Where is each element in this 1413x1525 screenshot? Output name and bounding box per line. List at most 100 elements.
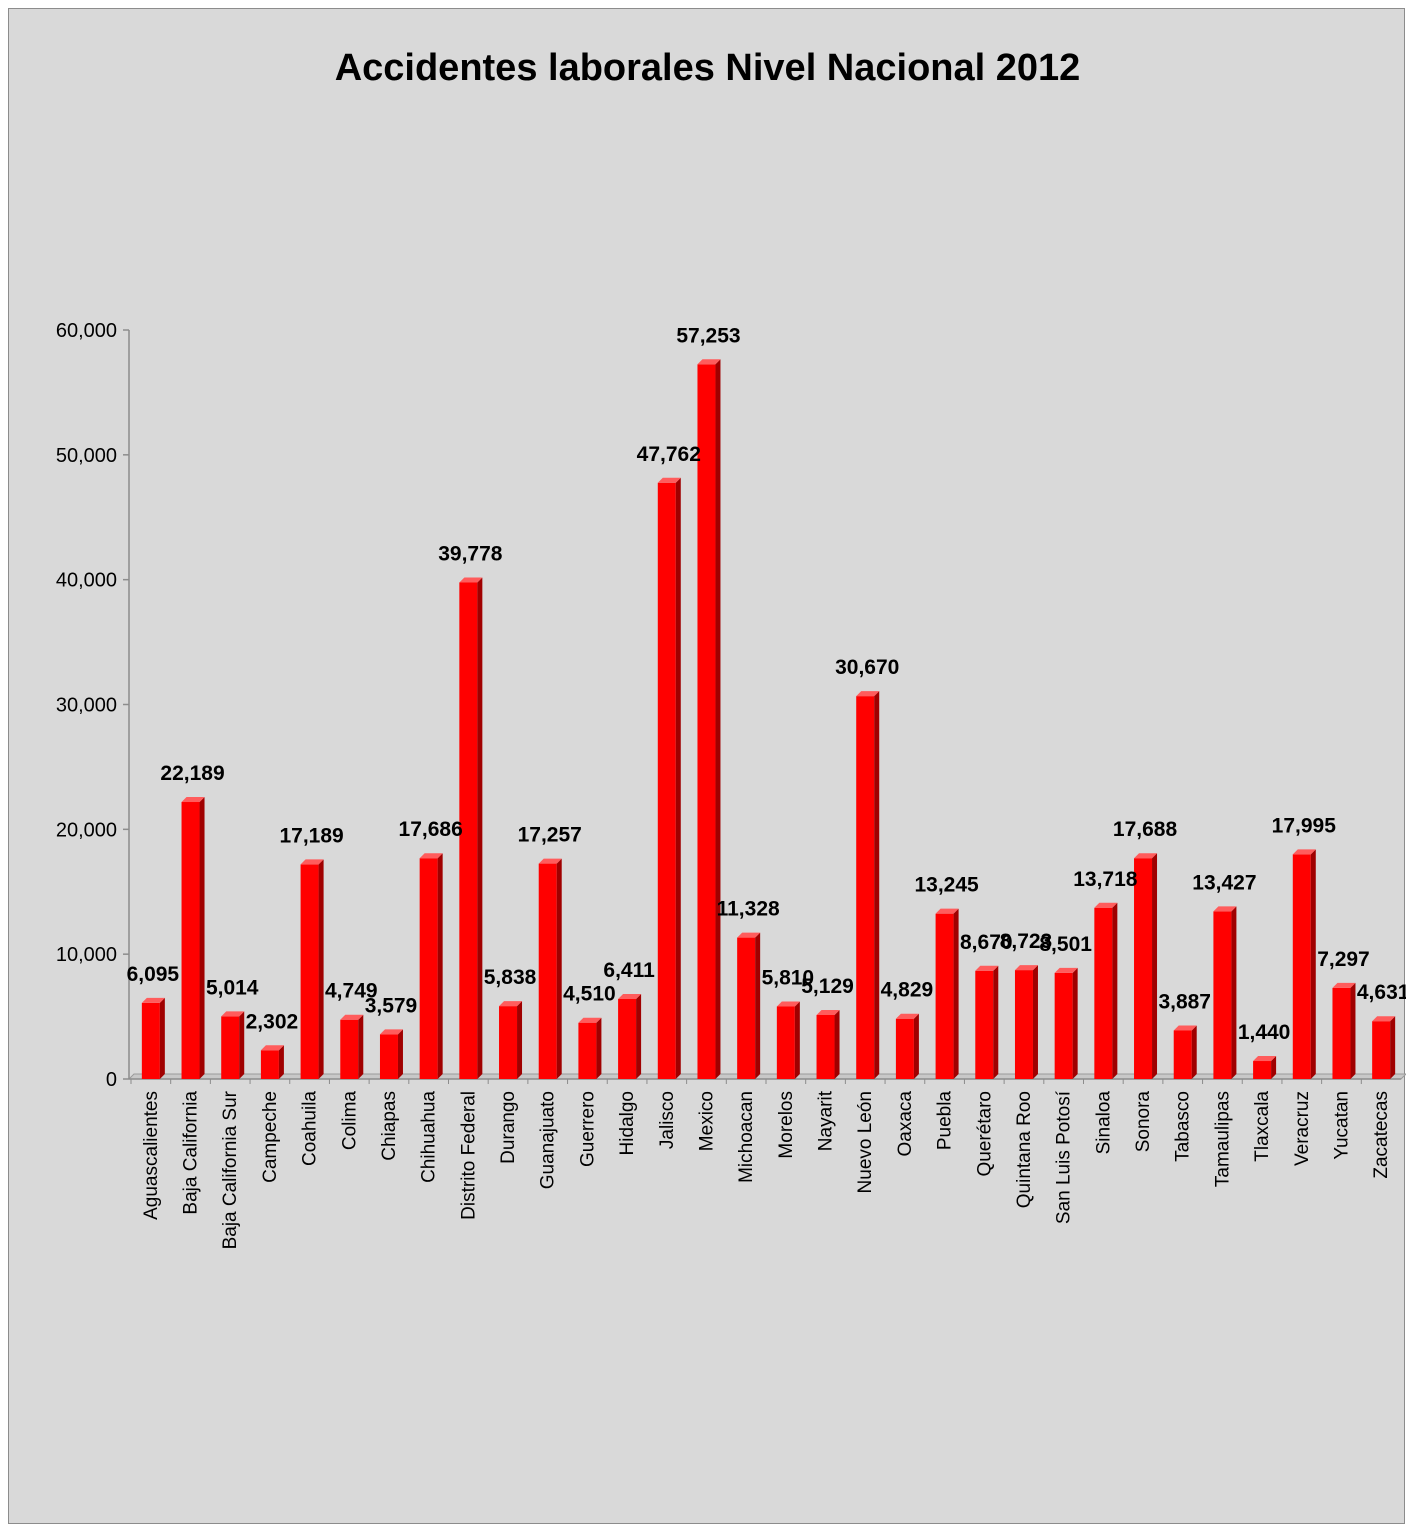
bar-front <box>1253 1061 1272 1079</box>
category-label: Tamaulipas <box>1212 1091 1233 1187</box>
bar <box>499 1001 523 1079</box>
category-label: Tabasco <box>1173 1091 1194 1162</box>
bar-side <box>477 577 483 1079</box>
bar <box>379 1029 403 1079</box>
bar-front <box>1372 1021 1391 1079</box>
bar-front <box>776 1006 795 1079</box>
data-label: 11,328 <box>717 898 780 921</box>
bar-front <box>1292 854 1311 1079</box>
bar <box>538 858 562 1079</box>
bar-front <box>657 482 676 1080</box>
bar-top <box>618 993 642 999</box>
category-label: Mexico <box>696 1091 717 1151</box>
bar <box>816 1009 840 1079</box>
category-label: Colima <box>339 1091 360 1151</box>
bar-top <box>1253 1056 1277 1062</box>
bar-front <box>1094 907 1113 1079</box>
bar-side <box>397 1029 403 1079</box>
bar-front <box>300 864 319 1079</box>
category-label: Chihuahua <box>419 1091 440 1183</box>
category-label: Guanajuato <box>538 1091 559 1189</box>
y-tick-label: 0 <box>106 1069 117 1091</box>
category-label: Morelos <box>776 1091 797 1159</box>
category-label: Puebla <box>935 1091 956 1151</box>
bar-front <box>1054 972 1073 1079</box>
bar-front <box>538 863 557 1079</box>
bar-side <box>1271 1056 1277 1079</box>
bar <box>459 577 483 1079</box>
bar-front <box>578 1022 597 1079</box>
bar-side <box>517 1001 523 1079</box>
bar <box>1372 1016 1396 1079</box>
category-label: San Luis Potosí <box>1054 1090 1075 1224</box>
bar <box>776 1001 800 1079</box>
data-label: 5,810 <box>762 966 815 989</box>
chart-area: Accidentes laborales Nivel Nacional 2012… <box>8 8 1406 1524</box>
data-label: 17,688 <box>1113 818 1178 841</box>
bar-top <box>340 1014 364 1020</box>
chart-title: Accidentes laborales Nivel Nacional 2012 <box>334 47 1081 89</box>
bar-side <box>755 932 761 1079</box>
data-label: 2,302 <box>246 1010 299 1033</box>
y-tick-label: 40,000 <box>56 570 117 592</box>
data-label: 22,189 <box>160 762 224 785</box>
bar-front <box>221 1016 240 1079</box>
bar-top <box>975 965 999 971</box>
data-label: 47,762 <box>637 443 701 466</box>
bar-side <box>556 858 562 1079</box>
y-tick-label: 60,000 <box>56 320 117 342</box>
bar-front <box>141 1002 160 1079</box>
data-label: 1,440 <box>1238 1021 1291 1044</box>
bar-top <box>895 1013 919 1019</box>
bar <box>1054 967 1078 1079</box>
data-label: 13,427 <box>1192 871 1256 894</box>
bar-side <box>834 1009 840 1079</box>
bar-top <box>300 859 324 865</box>
bar <box>221 1011 245 1079</box>
bar-front <box>895 1018 914 1079</box>
data-label: 39,778 <box>438 542 503 565</box>
y-tick-label: 10,000 <box>56 944 117 966</box>
bar-side <box>1191 1025 1197 1079</box>
bar-front <box>697 364 716 1079</box>
data-label: 13,245 <box>914 874 979 897</box>
bar-side <box>913 1013 919 1079</box>
category-label: Distrito Federal <box>458 1091 479 1220</box>
bar-side <box>318 859 324 1079</box>
bar-top <box>1014 965 1038 971</box>
data-label: 4,749 <box>325 980 378 1003</box>
bar <box>181 797 205 1079</box>
bar-front <box>1014 970 1033 1079</box>
bar-side <box>636 993 642 1079</box>
bar-front <box>1213 911 1232 1079</box>
category-label: Baja California Sur <box>220 1090 241 1249</box>
bar <box>1094 902 1118 1079</box>
bar-side <box>953 908 959 1079</box>
y-tick-label: 30,000 <box>56 695 117 717</box>
bar <box>1173 1025 1197 1079</box>
bar <box>1134 853 1158 1079</box>
category-label: Campeche <box>260 1091 281 1183</box>
bar-side <box>1072 967 1078 1079</box>
bar-top <box>1173 1025 1197 1031</box>
category-label: Sonora <box>1133 1091 1154 1153</box>
data-label: 5,838 <box>484 966 537 989</box>
data-label: 6,095 <box>127 963 180 986</box>
bar-front <box>340 1019 359 1079</box>
bar <box>935 908 959 1079</box>
category-label: Michoacan <box>736 1091 757 1183</box>
bar-side <box>1152 853 1158 1079</box>
bar-front <box>1332 987 1351 1079</box>
bar <box>737 932 761 1079</box>
bar-top <box>1332 982 1356 988</box>
bar-top <box>1094 902 1118 908</box>
bar-front <box>737 937 756 1079</box>
bar-side <box>596 1017 602 1079</box>
data-label: 6,411 <box>603 959 655 982</box>
bar-side <box>1032 965 1038 1079</box>
bar-side <box>1390 1016 1396 1079</box>
bar-side <box>199 797 205 1079</box>
category-label: Baja California <box>181 1091 202 1215</box>
bar-top <box>419 853 443 859</box>
bar-top <box>697 359 721 365</box>
